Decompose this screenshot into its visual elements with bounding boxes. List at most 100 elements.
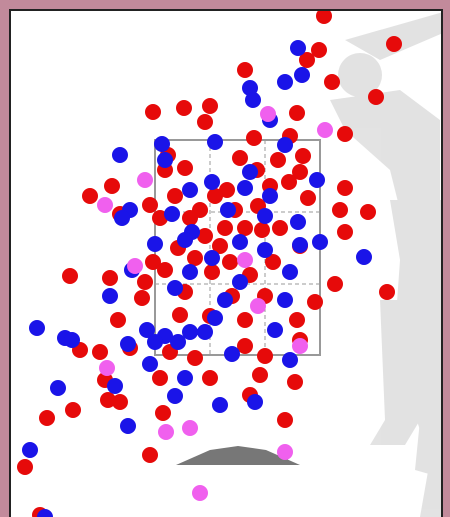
pitch-dot <box>222 254 238 270</box>
pitch-dot <box>212 397 228 413</box>
pitch-dot <box>257 242 273 258</box>
pitch-dot <box>39 410 55 426</box>
pitch-dot <box>112 147 128 163</box>
pitch-dot <box>202 370 218 386</box>
pitch-dot <box>237 180 253 196</box>
home-plate <box>176 446 300 465</box>
pitch-dot <box>17 459 33 475</box>
pitch-dot <box>176 100 192 116</box>
pitch-dot <box>368 89 384 105</box>
pitch-dot <box>154 136 170 152</box>
pitch-dot <box>157 152 173 168</box>
pitch-dot <box>217 292 233 308</box>
pitch-dot <box>164 206 180 222</box>
pitch-dot <box>145 254 161 270</box>
batter-silhouette <box>330 12 441 517</box>
pitch-dot <box>207 188 223 204</box>
pitch-dot <box>182 420 198 436</box>
pitch-dot <box>157 262 173 278</box>
pitch-dot <box>182 182 198 198</box>
pitch-dot <box>295 148 311 164</box>
pitch-dot <box>277 292 293 308</box>
pitch-dot <box>62 268 78 284</box>
pitch-dot <box>317 122 333 138</box>
pitch-dot <box>337 126 353 142</box>
pitch-dot <box>337 180 353 196</box>
pitch-dot <box>294 67 310 83</box>
pitch-dot <box>182 210 198 226</box>
pitch-dot <box>120 336 136 352</box>
pitch-dot <box>270 152 286 168</box>
pitch-dot <box>110 312 126 328</box>
pitch-dot <box>272 220 288 236</box>
pitch-dot <box>250 298 266 314</box>
pitch-dot <box>92 344 108 360</box>
pitch-dot <box>167 188 183 204</box>
pitch-dot <box>120 418 136 434</box>
pitch-dot <box>247 394 263 410</box>
pitch-dot <box>299 52 315 68</box>
pitch-dot <box>187 250 203 266</box>
pitch-dot <box>316 11 332 24</box>
pitch-dot <box>257 348 273 364</box>
pitch-dot <box>281 174 297 190</box>
pitch-dot <box>22 442 38 458</box>
pitch-dot <box>312 234 328 250</box>
pitch-dot <box>217 220 233 236</box>
pitch-dot <box>237 62 253 78</box>
pitch-dot <box>142 447 158 463</box>
pitch-dot <box>197 324 213 340</box>
pitch-dot <box>289 105 305 121</box>
pitch-dot <box>356 249 372 265</box>
pitch-dot <box>309 172 325 188</box>
pitch-dot <box>307 294 323 310</box>
pitch-dot <box>50 380 66 396</box>
pitch-dot <box>177 370 193 386</box>
pitch-dot <box>277 412 293 428</box>
pitch-dot <box>204 264 220 280</box>
pitch-dot <box>107 378 123 394</box>
pitch-dot <box>187 350 203 366</box>
pitch-dot <box>277 137 293 153</box>
pitch-dot <box>324 74 340 90</box>
pitch-dot <box>145 104 161 120</box>
pitch-dot <box>292 164 308 180</box>
pitch-dot <box>158 424 174 440</box>
pitch-dot <box>282 264 298 280</box>
pitch-dot <box>182 264 198 280</box>
pitch-dot <box>65 402 81 418</box>
pitch-dot <box>219 182 235 198</box>
pitch-dot <box>242 164 258 180</box>
pitch-dot <box>254 222 270 238</box>
pitch-dot <box>99 360 115 376</box>
pitch-dot <box>237 220 253 236</box>
pitch-dot <box>224 346 240 362</box>
pitch-dot <box>277 74 293 90</box>
pitch-dot <box>242 80 258 96</box>
pitch-dot <box>246 130 262 146</box>
pitch-dot <box>152 370 168 386</box>
pitch-dot <box>102 288 118 304</box>
pitch-dot <box>337 224 353 240</box>
pitch-dot <box>290 214 306 230</box>
pitch-dot <box>137 172 153 188</box>
pitch-dot <box>197 114 213 130</box>
pitch-dot <box>127 258 143 274</box>
pitch-dot <box>287 374 303 390</box>
pitch-dot <box>182 324 198 340</box>
pitch-dot <box>300 190 316 206</box>
pitch-dot <box>332 202 348 218</box>
pitch-dot <box>104 178 120 194</box>
pitch-dot <box>114 210 130 226</box>
pitch-dot <box>29 320 45 336</box>
pitch-dot <box>311 42 327 58</box>
pitch-dot <box>192 485 208 501</box>
pitch-dot <box>212 238 228 254</box>
pitch-dot <box>360 204 376 220</box>
pitch-dot <box>204 250 220 266</box>
pitch-dot <box>232 150 248 166</box>
pitch-dot <box>142 197 158 213</box>
pitch-dot <box>237 252 253 268</box>
pitch-dot <box>379 284 395 300</box>
